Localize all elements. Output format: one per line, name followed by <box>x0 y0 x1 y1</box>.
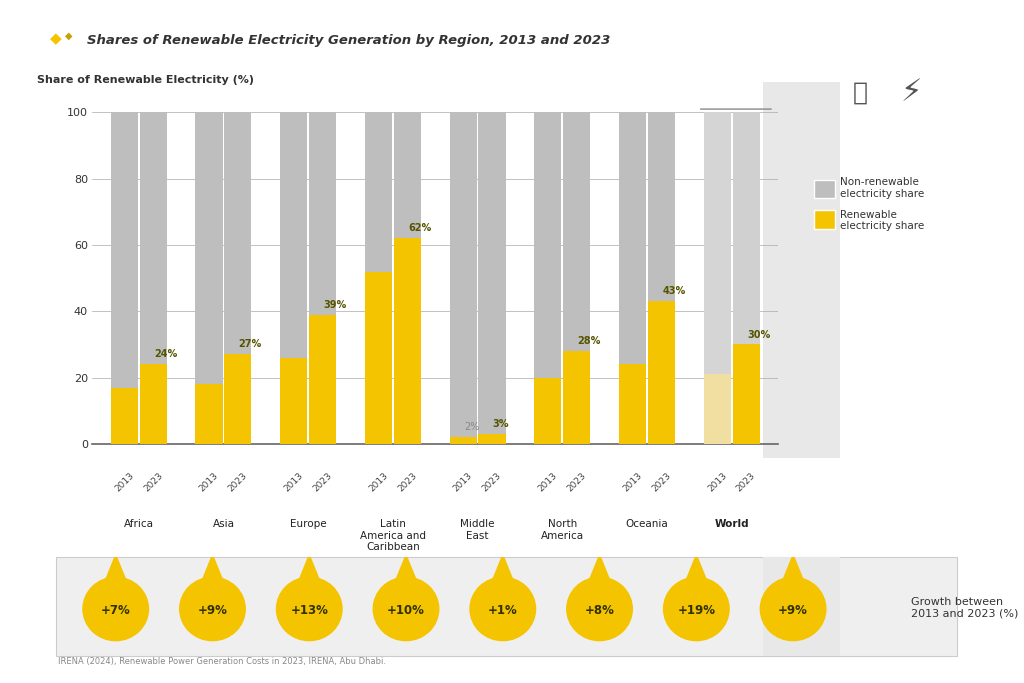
Bar <box>309 315 336 444</box>
Polygon shape <box>198 555 227 591</box>
Text: 2023: 2023 <box>735 471 758 494</box>
Bar <box>450 113 477 437</box>
Bar <box>393 238 421 444</box>
Bar <box>648 113 675 301</box>
Text: 3%: 3% <box>493 419 509 429</box>
Text: +10%: +10% <box>387 604 425 617</box>
Text: 2013: 2013 <box>706 471 728 494</box>
Text: 39%: 39% <box>324 300 347 309</box>
Bar <box>535 113 561 378</box>
Text: Middle
East: Middle East <box>461 519 495 541</box>
Bar <box>732 113 760 344</box>
Text: 2023: 2023 <box>396 471 419 494</box>
Text: World: World <box>715 519 749 529</box>
Polygon shape <box>585 555 614 591</box>
Bar <box>281 358 307 444</box>
Circle shape <box>276 577 342 641</box>
Bar <box>732 344 760 444</box>
Text: +9%: +9% <box>778 604 808 617</box>
Bar <box>224 354 252 444</box>
Text: Asia: Asia <box>212 519 234 529</box>
Text: 2013: 2013 <box>283 471 305 494</box>
Bar <box>563 113 590 351</box>
Bar <box>563 351 590 444</box>
Text: IRENA (2024), Renewable Power Generation Costs in 2023, IRENA, Abu Dhabi.: IRENA (2024), Renewable Power Generation… <box>58 657 386 666</box>
Text: 43%: 43% <box>663 286 685 296</box>
Text: 2013: 2013 <box>113 471 135 494</box>
Circle shape <box>760 577 825 641</box>
Text: +8%: +8% <box>585 604 614 617</box>
Circle shape <box>470 577 536 641</box>
Bar <box>139 364 167 444</box>
Text: +13%: +13% <box>291 604 328 617</box>
Bar <box>478 434 506 444</box>
Bar <box>703 113 731 374</box>
Polygon shape <box>391 555 421 591</box>
Text: 24%: 24% <box>154 350 177 359</box>
Bar <box>703 374 731 444</box>
Text: Share of Renewable Electricity (%): Share of Renewable Electricity (%) <box>37 75 254 85</box>
Text: Shares of Renewable Electricity Generation by Region, 2013 and 2023: Shares of Renewable Electricity Generati… <box>87 34 610 47</box>
Bar <box>111 387 138 444</box>
Bar <box>648 301 675 444</box>
Polygon shape <box>778 555 808 591</box>
Bar <box>618 113 646 364</box>
Polygon shape <box>488 555 517 591</box>
Bar <box>139 113 167 364</box>
Text: 2013: 2013 <box>452 471 474 494</box>
Text: ◆: ◆ <box>65 31 73 41</box>
Text: ⚡: ⚡ <box>901 78 922 107</box>
Text: 2023: 2023 <box>565 471 588 494</box>
Text: ◆: ◆ <box>50 31 62 46</box>
Text: +7%: +7% <box>100 604 131 617</box>
Circle shape <box>664 577 729 641</box>
Bar <box>618 364 646 444</box>
Text: 2013: 2013 <box>368 471 390 494</box>
Text: +19%: +19% <box>677 604 716 617</box>
Text: 27%: 27% <box>239 339 262 350</box>
Text: Growth between
2013 and 2023 (%): Growth between 2013 and 2023 (%) <box>911 598 1019 619</box>
Text: 28%: 28% <box>578 336 601 346</box>
Bar <box>281 113 307 358</box>
Text: 2023: 2023 <box>142 471 165 494</box>
Bar <box>535 378 561 444</box>
Text: 62%: 62% <box>409 223 431 234</box>
Text: North
America: North America <box>541 519 584 541</box>
Bar <box>365 272 392 444</box>
Text: 2023: 2023 <box>480 471 503 494</box>
Text: 2013: 2013 <box>622 471 644 494</box>
Polygon shape <box>295 555 324 591</box>
Bar <box>450 437 477 444</box>
Text: 2013: 2013 <box>537 471 559 494</box>
Text: Africa: Africa <box>124 519 154 529</box>
Circle shape <box>179 577 245 641</box>
Text: Latin
America and
Caribbean: Latin America and Caribbean <box>359 519 426 553</box>
Circle shape <box>567 577 633 641</box>
Circle shape <box>373 577 439 641</box>
Text: 2023: 2023 <box>650 471 673 494</box>
Text: 🔌: 🔌 <box>853 80 867 104</box>
Circle shape <box>83 577 148 641</box>
Text: 30%: 30% <box>746 329 770 339</box>
Text: Oceania: Oceania <box>626 519 669 529</box>
Text: Europe: Europe <box>290 519 327 529</box>
Bar <box>309 113 336 315</box>
Polygon shape <box>101 555 130 591</box>
Text: +1%: +1% <box>487 604 518 617</box>
Bar <box>224 113 252 354</box>
Polygon shape <box>682 555 711 591</box>
Bar <box>196 113 222 385</box>
Text: 2013: 2013 <box>198 471 220 494</box>
Text: 2023: 2023 <box>226 471 249 494</box>
Text: 2%: 2% <box>464 422 479 432</box>
Text: 2023: 2023 <box>311 471 334 494</box>
Bar <box>478 113 506 434</box>
Bar <box>365 113 392 272</box>
Bar <box>393 113 421 238</box>
Bar <box>196 385 222 444</box>
Bar <box>111 113 138 387</box>
Text: +9%: +9% <box>198 604 227 617</box>
Text: Non-renewable
electricity share: Non-renewable electricity share <box>840 177 924 199</box>
Text: Renewable
electricity share: Renewable electricity share <box>840 210 924 232</box>
